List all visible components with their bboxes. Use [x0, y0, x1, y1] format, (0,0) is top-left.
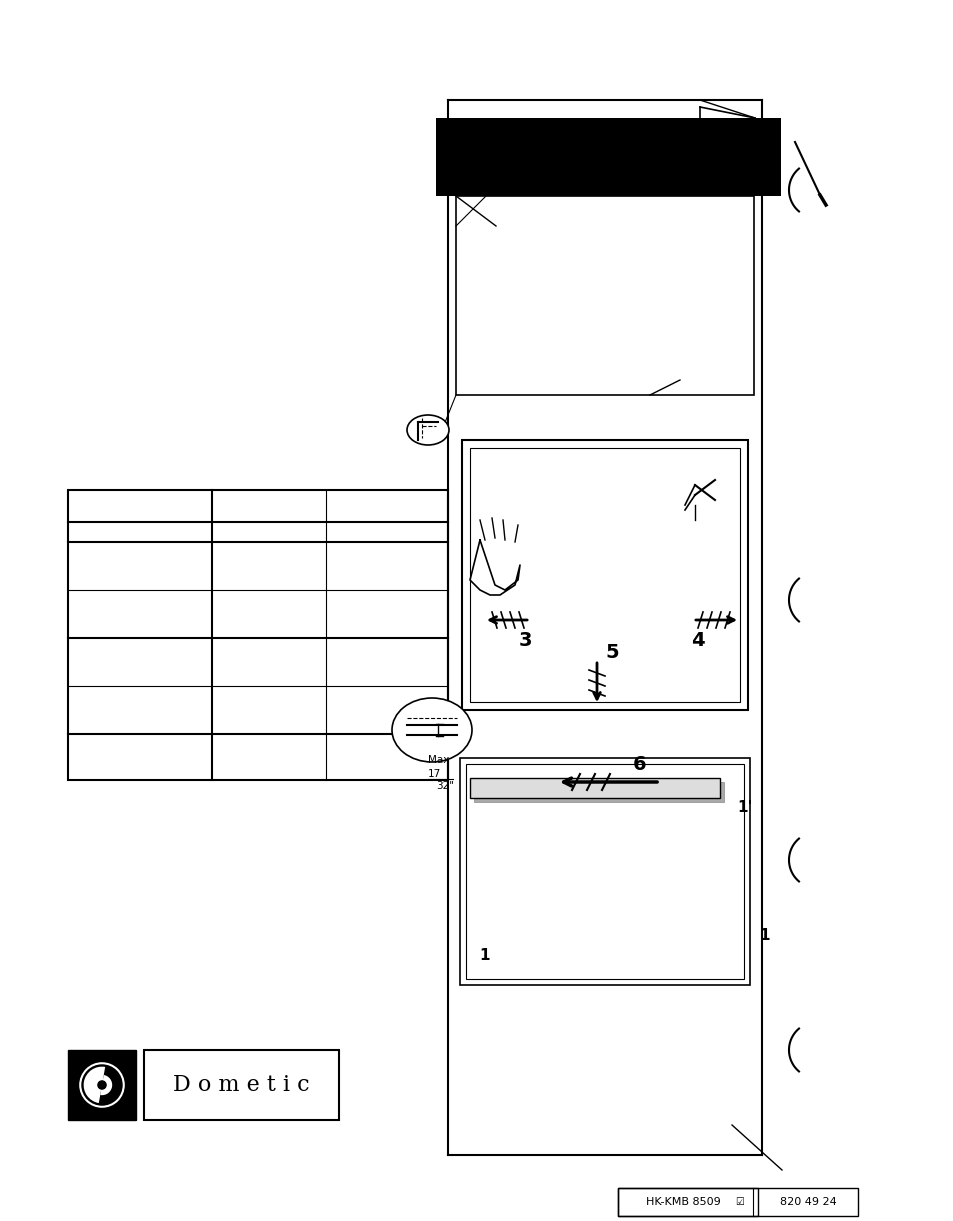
Circle shape [98, 1081, 106, 1089]
Text: ☑: ☑ [735, 1197, 743, 1208]
Text: 6: 6 [633, 755, 646, 773]
Bar [436, 118, 781, 197]
Text: 1: 1 [479, 947, 490, 962]
Text: 32": 32" [436, 781, 454, 791]
Text: 1: 1 [759, 928, 769, 943]
Bar [618, 1188, 758, 1216]
Text: 5: 5 [604, 642, 618, 662]
Wedge shape [100, 1074, 112, 1095]
Bar [459, 758, 749, 985]
Bar [470, 448, 740, 702]
Bar [461, 440, 747, 709]
Text: 820 49 24: 820 49 24 [779, 1197, 836, 1208]
Bar [144, 1050, 338, 1120]
Circle shape [80, 1063, 124, 1106]
Text: HK-KMB 8509: HK-KMB 8509 [645, 1197, 720, 1208]
Ellipse shape [392, 698, 472, 762]
Bar [465, 764, 743, 979]
Bar [474, 781, 723, 802]
Bar [618, 1188, 857, 1216]
Text: 3: 3 [517, 630, 531, 650]
Text: D o m e t i c: D o m e t i c [173, 1074, 310, 1096]
Wedge shape [84, 1067, 105, 1103]
Text: 4: 4 [691, 630, 704, 650]
Bar [68, 1050, 136, 1120]
Bar [456, 197, 753, 396]
Text: 1': 1' [737, 801, 752, 816]
Bar [470, 778, 720, 799]
Ellipse shape [407, 415, 449, 444]
Text: Max: Max [428, 755, 449, 766]
Bar [68, 490, 448, 780]
Text: 17: 17 [428, 769, 441, 779]
